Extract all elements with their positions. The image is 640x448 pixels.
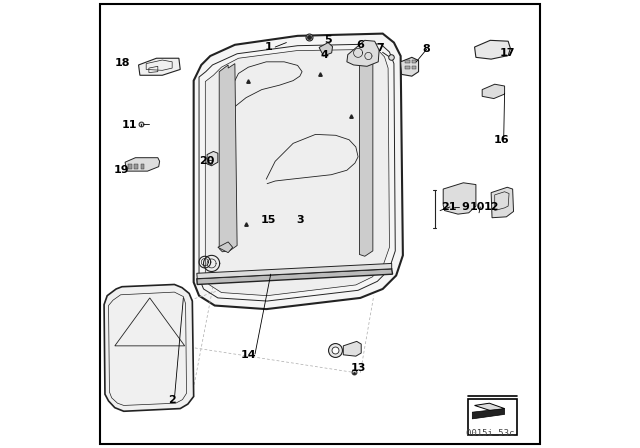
Polygon shape	[207, 151, 218, 166]
Text: 7: 7	[376, 43, 385, 53]
Text: 8: 8	[423, 44, 431, 54]
Bar	[405, 60, 410, 63]
Text: 12: 12	[483, 202, 499, 212]
Text: 13: 13	[350, 363, 366, 373]
Text: 5: 5	[324, 35, 332, 45]
Polygon shape	[347, 40, 379, 66]
Polygon shape	[196, 269, 392, 284]
Polygon shape	[401, 57, 419, 76]
Bar	[128, 164, 132, 169]
Bar	[405, 66, 410, 69]
Polygon shape	[219, 64, 237, 252]
Polygon shape	[194, 34, 403, 309]
Polygon shape	[319, 43, 333, 56]
Polygon shape	[196, 263, 392, 279]
Polygon shape	[205, 49, 389, 296]
Text: 14: 14	[241, 350, 256, 360]
Polygon shape	[218, 242, 232, 253]
Text: 21: 21	[441, 202, 456, 212]
Text: 4: 4	[321, 50, 328, 60]
Text: 3: 3	[296, 215, 303, 224]
Text: 2: 2	[168, 395, 176, 405]
Polygon shape	[474, 403, 504, 411]
Text: 1: 1	[264, 42, 273, 52]
Bar	[141, 164, 145, 169]
Text: 10: 10	[470, 202, 485, 212]
Bar	[412, 60, 416, 63]
Text: 20: 20	[200, 156, 215, 166]
Polygon shape	[138, 58, 180, 75]
Polygon shape	[443, 183, 476, 214]
Bar	[468, 399, 517, 435]
Text: 0015i 53c: 0015i 53c	[466, 429, 515, 438]
Text: 6: 6	[356, 40, 364, 50]
Polygon shape	[472, 409, 504, 419]
Text: 18: 18	[114, 58, 130, 68]
Bar	[134, 164, 138, 169]
Polygon shape	[343, 341, 361, 356]
Polygon shape	[125, 158, 159, 171]
Polygon shape	[491, 187, 513, 218]
Text: 17: 17	[499, 48, 515, 58]
Polygon shape	[482, 84, 504, 99]
Text: 15: 15	[260, 215, 276, 224]
Text: 9: 9	[461, 202, 470, 212]
Polygon shape	[360, 56, 373, 256]
Text: 11: 11	[122, 120, 138, 129]
Polygon shape	[104, 284, 194, 411]
Text: 19: 19	[114, 165, 130, 175]
Text: 16: 16	[493, 135, 509, 145]
Bar	[412, 66, 416, 69]
Polygon shape	[474, 40, 511, 59]
